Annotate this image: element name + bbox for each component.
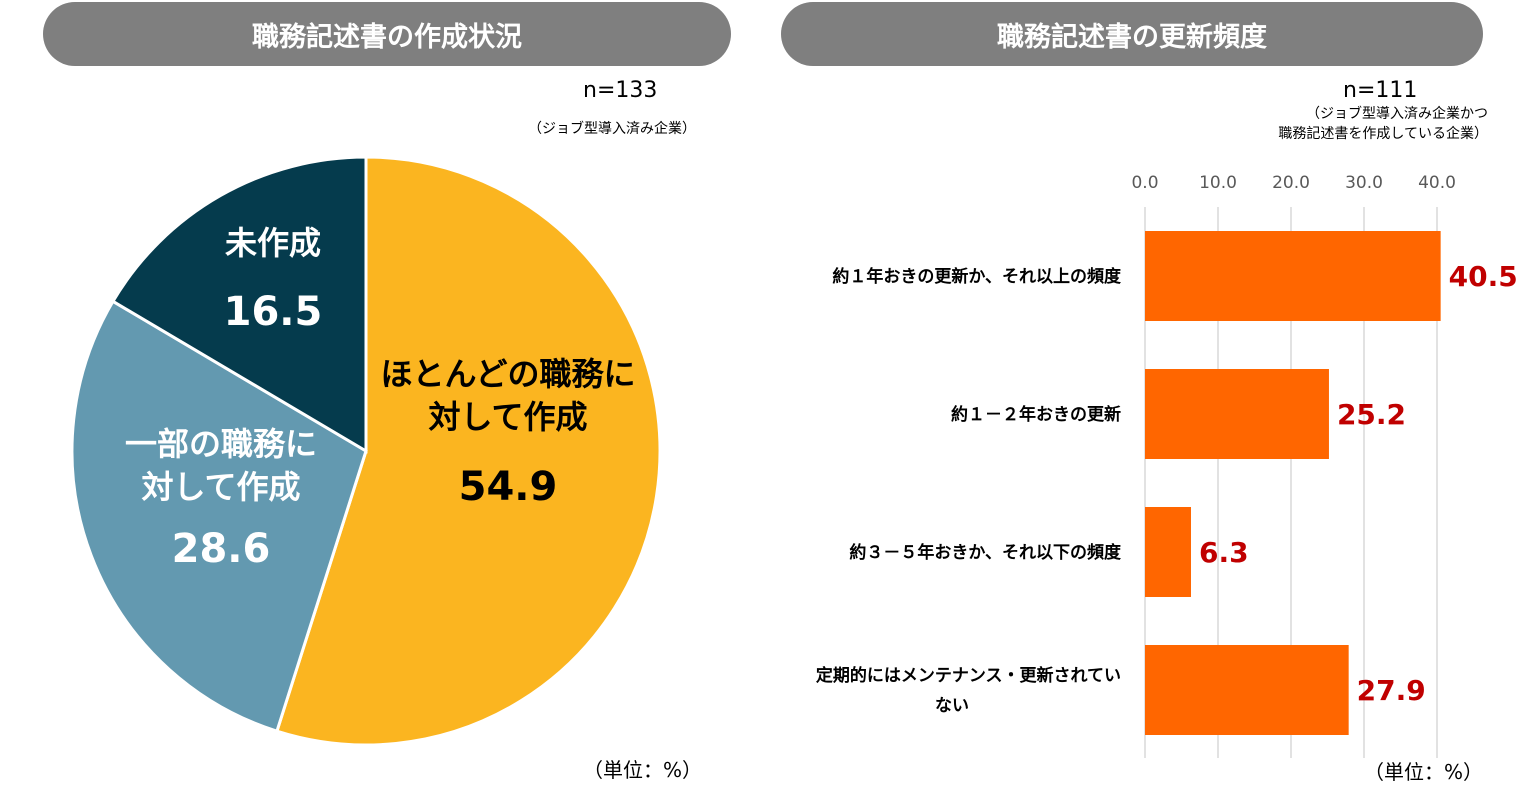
- pie-slice-label: 未作成: [225, 224, 321, 262]
- pie-slice: [110, 155, 368, 454]
- x-tick-label: 10.0: [1199, 173, 1237, 193]
- bar-data-label: 25.2: [1337, 398, 1406, 431]
- bar: [1145, 231, 1441, 321]
- bar-sample-note-line1: （ジョブ型導入済み企業かつ: [1306, 106, 1488, 122]
- category-label: ない: [935, 696, 969, 716]
- category-label: 約１年おきの更新か、それ以上の頻度: [832, 266, 1122, 287]
- bar: [1145, 645, 1349, 735]
- bar: [1145, 507, 1191, 597]
- bar-chart: 0.0 10.0 20.0 30.0 40.0 40.5 約１年おきの更新か、それ以上の頻度…: [816, 173, 1518, 758]
- bar-unit-note: （単位：%）: [1364, 760, 1484, 784]
- pie-slice-value: 54.9: [459, 464, 558, 510]
- bar-sample-size: n=111: [1343, 78, 1418, 103]
- pie-unit-note: （単位：%）: [583, 758, 703, 782]
- pie-sample-size: n=133: [583, 78, 658, 103]
- bar-sample-note: （ジョブ型導入済み企業かつ 職務記述書を作成している企業）: [1278, 104, 1488, 144]
- bar-chart-title: 職務記述書の更新頻度: [781, 2, 1483, 66]
- category-label: 定期的にはメンテナンス・更新されてい: [816, 665, 1121, 686]
- bar-data-label: 6.3: [1199, 536, 1249, 569]
- pie-sample-note: （ジョブ型導入済み企業）: [528, 121, 696, 137]
- category-label: 約３－５年おきか、それ以下の頻度: [849, 542, 1122, 563]
- x-tick-label: 0.0: [1131, 173, 1158, 193]
- pie-slice-label: ほとんどの職務に: [380, 355, 635, 393]
- pie-slice-label: 対して作成: [428, 398, 587, 436]
- x-tick-label: 20.0: [1272, 173, 1310, 193]
- pie-slice-label: 対して作成: [141, 468, 300, 506]
- bar-data-label: 40.5: [1449, 260, 1518, 293]
- pie-chart-title: 職務記述書の作成状況: [43, 2, 731, 66]
- x-tick-label: 30.0: [1345, 173, 1383, 193]
- bar-data-label: 27.9: [1357, 674, 1426, 707]
- pie-slice: [275, 155, 662, 747]
- category-label: 約１－２年おきの更新: [951, 404, 1121, 425]
- bar-sample-note-line2: 職務記述書を作成している企業）: [1278, 126, 1488, 142]
- x-tick-label: 40.0: [1418, 173, 1456, 193]
- pie-slice-value: 28.6: [172, 526, 271, 572]
- pie-slice-value: 16.5: [224, 289, 323, 335]
- pie-slice-label: 一部の職務に: [125, 425, 317, 463]
- bar: [1145, 369, 1329, 459]
